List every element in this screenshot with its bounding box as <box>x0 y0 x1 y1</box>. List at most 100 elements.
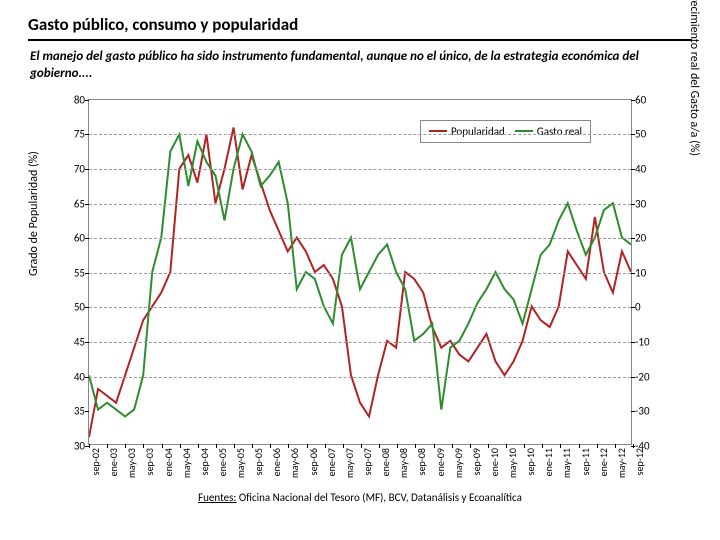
chart-container: Grado de Popularidad (%) Crecimiento rea… <box>30 89 690 489</box>
y-tick-right: 60 <box>635 93 646 106</box>
y-tick-left: 75 <box>74 128 85 141</box>
x-tick: sep-05 <box>252 448 265 475</box>
tick-mark <box>470 444 471 448</box>
y-axis-right-label: Crecimiento real del Gasto a/a (%) <box>687 0 701 156</box>
tick-mark <box>325 444 326 448</box>
gridline <box>89 307 631 308</box>
y-tick-left: 80 <box>74 93 85 106</box>
tick-mark <box>631 204 635 205</box>
y-tick-left: 30 <box>74 439 85 452</box>
tick-mark <box>125 444 126 448</box>
tick-mark <box>89 444 90 448</box>
x-tick: may-11 <box>560 448 573 478</box>
tick-mark <box>597 444 598 448</box>
plot-area: Popularidad Gasto real 30354045505560657… <box>88 99 632 445</box>
gridline <box>89 342 631 343</box>
legend-label-gasto: Gasto real <box>537 125 582 138</box>
legend-item-gasto: Gasto real <box>515 125 582 138</box>
tick-mark <box>85 169 89 170</box>
tick-mark <box>452 444 453 448</box>
tick-mark <box>631 273 635 274</box>
y-tick-left: 55 <box>74 266 85 279</box>
tick-mark <box>434 444 435 448</box>
legend-label-popularidad: Popularidad <box>451 125 505 138</box>
slide-subtitle: El manejo del gasto público ha sido inst… <box>28 49 692 83</box>
y-tick-right: 0 <box>635 301 641 314</box>
tick-mark <box>180 444 181 448</box>
y-tick-right: 40 <box>635 162 646 175</box>
y-tick-left: 45 <box>74 335 85 348</box>
x-tick: sep-07 <box>361 448 374 475</box>
x-tick: ene-08 <box>379 448 392 476</box>
tick-mark <box>85 134 89 135</box>
tick-mark <box>143 444 144 448</box>
x-tick: may-12 <box>615 448 628 478</box>
y-tick-right: 20 <box>635 232 646 245</box>
tick-mark <box>288 444 289 448</box>
tick-mark <box>631 342 635 343</box>
tick-mark <box>579 444 580 448</box>
tick-mark <box>379 444 380 448</box>
gridline <box>89 273 631 274</box>
y-tick-right: 30 <box>635 197 646 210</box>
tick-mark <box>631 169 635 170</box>
tick-mark <box>85 307 89 308</box>
x-tick: sep-04 <box>198 448 211 475</box>
x-tick: sep-10 <box>524 448 537 475</box>
tick-mark <box>270 444 271 448</box>
x-tick: sep-11 <box>579 448 592 475</box>
tick-mark <box>631 307 635 308</box>
tick-mark <box>343 444 344 448</box>
legend-item-popularidad: Popularidad <box>429 125 505 138</box>
x-tick: may-05 <box>234 448 247 478</box>
tick-mark <box>85 342 89 343</box>
x-tick: may-09 <box>452 448 465 478</box>
series-popularidad <box>89 127 631 437</box>
tick-mark <box>85 377 89 378</box>
tick-mark <box>524 444 525 448</box>
tick-mark <box>506 444 507 448</box>
tick-mark <box>85 204 89 205</box>
x-tick: sep-02 <box>89 448 102 475</box>
tick-mark <box>234 444 235 448</box>
y-tick-left: 70 <box>74 162 85 175</box>
x-tick: ene-06 <box>270 448 283 476</box>
x-tick: ene-09 <box>434 448 447 476</box>
tick-mark <box>361 444 362 448</box>
tick-mark <box>85 100 89 101</box>
x-tick: ene-10 <box>488 448 501 476</box>
y-axis-left-label: Grado de Popularidad (%) <box>27 151 41 276</box>
tick-mark <box>631 134 635 135</box>
x-tick: ene-12 <box>597 448 610 476</box>
gridline <box>89 204 631 205</box>
y-tick-left: 40 <box>74 370 85 383</box>
y-tick-right: 10 <box>635 266 646 279</box>
tick-mark <box>85 411 89 412</box>
x-tick: sep-09 <box>470 448 483 475</box>
tick-mark <box>397 444 398 448</box>
tick-mark <box>631 411 635 412</box>
y-tick-right: -30 <box>635 405 650 418</box>
x-tick: ene-03 <box>107 448 120 476</box>
tick-mark <box>162 444 163 448</box>
x-tick: sep-08 <box>415 448 428 475</box>
x-tick: ene-07 <box>325 448 338 476</box>
x-tick: sep-06 <box>307 448 320 475</box>
x-tick: sep-12 <box>633 448 646 475</box>
gridline <box>89 377 631 378</box>
x-tick: may-04 <box>180 448 193 478</box>
legend-swatch-popularidad <box>429 130 447 132</box>
legend: Popularidad Gasto real <box>420 120 591 143</box>
tick-mark <box>216 444 217 448</box>
tick-mark <box>415 444 416 448</box>
tick-mark <box>633 444 634 448</box>
x-tick: ene-11 <box>542 448 555 476</box>
y-tick-left: 35 <box>74 405 85 418</box>
x-tick: sep-03 <box>143 448 156 475</box>
tick-mark <box>488 444 489 448</box>
series-gasto real <box>89 134 631 416</box>
gridline <box>89 134 631 135</box>
x-tick: may-06 <box>288 448 301 478</box>
y-tick-left: 50 <box>74 301 85 314</box>
x-tick: may-10 <box>506 448 519 478</box>
